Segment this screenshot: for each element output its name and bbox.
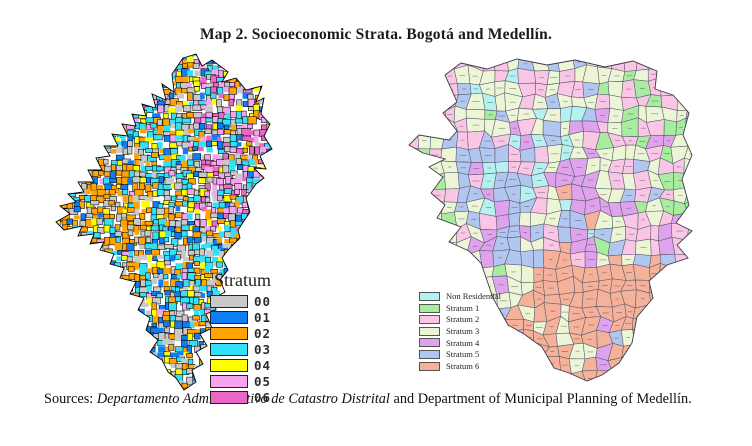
figure-title: Map 2. Socioeconomic Strata. Bogotá and … [199, 26, 553, 43]
legend-item: 06 [210, 390, 271, 405]
legend-item: 00 [210, 294, 271, 309]
legend-swatch [419, 326, 440, 336]
legend-swatch [210, 343, 248, 356]
legend-swatch [210, 359, 248, 372]
legend-swatch [210, 295, 248, 308]
bogota-legend-title: Stratum [214, 270, 271, 290]
legend-item: Stratum 3 [419, 326, 501, 336]
legend-item: Stratum 6 [419, 361, 501, 371]
legend-item: 04 [210, 358, 271, 373]
bogota-strata-map [55, 53, 273, 391]
legend-swatch [419, 292, 440, 301]
legend-item: Non Residential [419, 292, 501, 301]
legend-item: 05 [210, 374, 271, 389]
legend-swatch [419, 349, 440, 359]
legend-item: Stratum 5 [419, 349, 501, 359]
sources-caption: Sources: Departamento Administrativo de … [44, 389, 724, 409]
legend-item: 02 [210, 326, 271, 341]
legend-item: Stratum 4 [419, 338, 501, 348]
legend-item: 01 [210, 310, 271, 325]
legend-swatch [210, 311, 248, 324]
legend-item: 03 [210, 342, 271, 357]
legend-swatch [210, 327, 248, 340]
legend-swatch [419, 315, 440, 325]
caption-suffix: and Department of Municipal Planning of … [389, 391, 692, 407]
caption-prefix: Sources: [44, 391, 97, 407]
legend-item: Stratum 2 [419, 315, 501, 325]
legend-swatch [419, 303, 440, 313]
legend-item: Stratum 1 [419, 303, 501, 313]
bogota-legend: Stratum 00 01 02 03 04 05 06 [210, 270, 271, 406]
legend-swatch [419, 338, 440, 348]
legend-swatch [419, 361, 440, 371]
legend-swatch [210, 375, 248, 388]
legend-swatch [210, 391, 248, 404]
medellin-legend: Non Residential Stratum 1 Stratum 2 Stra… [419, 292, 501, 373]
